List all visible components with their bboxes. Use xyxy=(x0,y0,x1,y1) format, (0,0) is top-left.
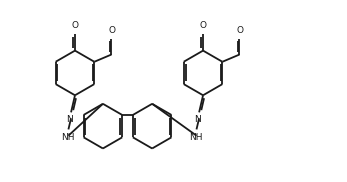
Text: O: O xyxy=(200,21,206,30)
Text: O: O xyxy=(109,26,116,35)
Text: NH: NH xyxy=(189,133,202,142)
Text: N: N xyxy=(66,115,73,124)
Text: O: O xyxy=(237,26,244,35)
Text: N: N xyxy=(194,115,201,124)
Text: NH: NH xyxy=(61,133,74,142)
Text: O: O xyxy=(71,21,78,30)
